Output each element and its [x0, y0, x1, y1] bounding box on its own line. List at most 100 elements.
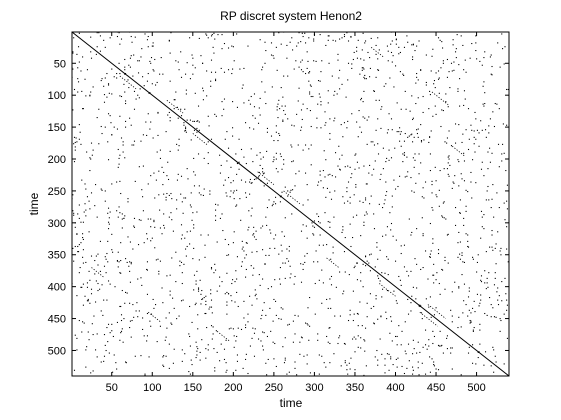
recurrence-point: [95, 349, 97, 351]
recurrence-point: [281, 168, 283, 170]
recurrence-point: [89, 208, 91, 210]
recurrence-point: [473, 136, 475, 138]
recurrence-point: [245, 353, 247, 355]
recurrence-point: [382, 288, 384, 290]
recurrence-point: [417, 79, 419, 81]
recurrence-point: [467, 352, 470, 354]
recurrence-point: [500, 319, 502, 322]
recurrence-point: [104, 77, 106, 79]
recurrence-point: [330, 258, 332, 260]
recurrence-point: [201, 339, 203, 341]
recurrence-point: [226, 160, 228, 162]
recurrence-point: [373, 144, 376, 146]
recurrence-point: [262, 168, 264, 170]
recurrence-point: [480, 299, 482, 301]
recurrence-point: [498, 207, 500, 209]
recurrence-point: [507, 88, 509, 91]
recurrence-point: [124, 91, 126, 93]
recurrence-point: [395, 39, 397, 41]
recurrence-point: [225, 192, 227, 194]
recurrence-point: [104, 46, 106, 48]
recurrence-point: [232, 242, 234, 244]
recurrence-point: [319, 34, 321, 36]
recurrence-point: [404, 90, 406, 92]
recurrence-point: [73, 136, 76, 138]
recurrence-point: [363, 90, 365, 92]
recurrence-point: [86, 346, 88, 348]
recurrence-point: [259, 39, 261, 41]
recurrence-point: [88, 200, 90, 202]
recurrence-point: [176, 199, 178, 201]
recurrence-point: [347, 40, 350, 42]
recurrence-point: [277, 103, 279, 105]
recurrence-point: [426, 348, 428, 350]
recurrence-point: [431, 192, 433, 194]
recurrence-point: [73, 212, 75, 214]
recurrence-point: [284, 357, 286, 359]
y-tick-label: 100: [48, 90, 66, 102]
recurrence-point: [467, 148, 470, 151]
recurrence-point: [109, 283, 111, 285]
recurrence-point: [412, 118, 414, 121]
recurrence-point: [204, 312, 206, 315]
recurrence-point: [356, 121, 358, 123]
recurrence-point: [86, 300, 89, 302]
recurrence-point: [196, 350, 198, 352]
recurrence-point: [156, 151, 158, 153]
recurrence-point: [220, 67, 222, 69]
recurrence-point: [220, 343, 222, 345]
recurrence-point: [214, 367, 216, 369]
recurrence-point: [233, 335, 235, 337]
recurrence-point: [490, 365, 492, 367]
recurrence-point: [73, 143, 75, 145]
recurrence-point: [232, 101, 234, 103]
recurrence-point: [147, 72, 149, 75]
recurrence-point: [148, 356, 150, 358]
recurrence-point: [131, 144, 133, 146]
recurrence-point: [329, 191, 331, 193]
recurrence-point: [130, 261, 132, 263]
recurrence-point: [357, 325, 359, 327]
recurrence-point: [393, 179, 395, 181]
recurrence-point: [100, 310, 102, 312]
recurrence-point: [196, 270, 198, 272]
recurrence-point: [491, 65, 493, 68]
recurrence-point: [85, 95, 87, 97]
recurrence-point: [223, 348, 226, 350]
recurrence-point: [85, 349, 87, 351]
recurrence-point: [308, 148, 310, 150]
recurrence-point: [248, 210, 250, 212]
recurrence-point: [206, 326, 208, 329]
recurrence-point: [76, 233, 78, 235]
recurrence-point: [269, 247, 271, 249]
recurrence-point: [422, 187, 424, 189]
recurrence-point: [422, 111, 424, 114]
recurrence-point: [152, 137, 154, 139]
recurrence-point: [412, 157, 414, 159]
recurrence-point: [273, 298, 275, 301]
recurrence-point: [96, 46, 98, 48]
recurrence-point: [276, 109, 278, 111]
recurrence-point: [407, 343, 410, 345]
recurrence-point: [248, 226, 250, 228]
recurrence-point: [215, 78, 217, 80]
recurrence-point: [381, 296, 383, 298]
recurrence-point: [472, 256, 474, 258]
recurrence-point: [455, 48, 457, 50]
recurrence-point: [445, 93, 447, 95]
recurrence-point: [282, 308, 284, 310]
diagonal-segment: [257, 171, 275, 185]
recurrence-point: [130, 55, 132, 57]
recurrence-point: [107, 240, 109, 242]
recurrence-point: [402, 153, 404, 155]
recurrence-point: [477, 356, 479, 359]
recurrence-point: [491, 246, 493, 248]
recurrence-point: [189, 243, 191, 245]
recurrence-point: [507, 261, 509, 263]
recurrence-point: [470, 312, 472, 314]
recurrence-point: [232, 135, 234, 137]
recurrence-point: [383, 85, 385, 87]
recurrence-point: [448, 71, 450, 73]
recurrence-point: [129, 66, 131, 68]
recurrence-point: [178, 315, 180, 317]
